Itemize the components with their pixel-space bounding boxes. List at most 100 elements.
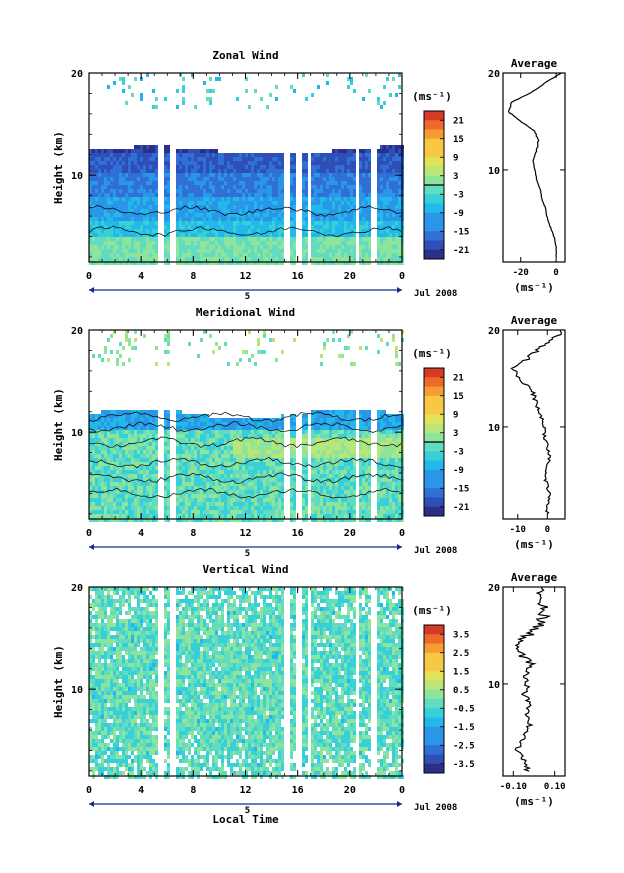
x-tick-label: 4: [138, 785, 144, 796]
contour-line: [89, 436, 402, 449]
average-y-tick-label: 10: [488, 166, 500, 177]
date-axis-arrow: [397, 544, 402, 550]
colorbar-unit-label: (ms⁻¹): [412, 604, 452, 617]
colorbar-segment: [424, 405, 444, 415]
colorbar-segment: [424, 194, 444, 204]
colorbar-segment: [424, 148, 444, 158]
colorbar-segment: [424, 129, 444, 140]
colorbar-unit-label: (ms⁻¹): [412, 347, 452, 360]
colorbar-tick-label: 3: [453, 172, 458, 182]
average-y-tick-label: 20: [488, 69, 500, 80]
colorbar-frame: [423, 624, 445, 774]
colorbar-segment: [424, 203, 444, 214]
average-x-tick-label: 0: [553, 268, 558, 278]
contour-line: [88, 205, 402, 217]
average-title: Average: [511, 57, 558, 70]
colorbar-segment: [424, 736, 444, 746]
colorbar-segment: [424, 395, 444, 406]
colorbar-segment: [424, 488, 444, 498]
average-profile-line: [507, 72, 562, 258]
colorbar-segment: [424, 479, 444, 489]
colorbar-segment: [424, 699, 444, 709]
colorbar-tick-label: 9: [453, 410, 458, 420]
colorbar-tick-label: 2.5: [453, 649, 469, 659]
colorbar-segment: [424, 469, 444, 480]
colorbar-segment: [424, 689, 444, 700]
average-frame: [502, 329, 566, 520]
average-profile-panel: Average -20 0 10 20 (ms⁻¹): [488, 57, 566, 294]
average-profile-panel: Average -0.10 0.10 10 20 (ms⁻¹): [488, 571, 566, 808]
colorbar-segment: [424, 671, 444, 681]
colorbar-segment: [424, 754, 444, 765]
average-profile-line: [514, 586, 552, 772]
average-unit-label: (ms⁻¹): [514, 281, 554, 294]
day-label: 5: [245, 292, 250, 302]
colorbar-segment: [424, 432, 444, 443]
colorbar-segment: [424, 414, 444, 424]
colorbar-tick-label: 21: [453, 116, 464, 126]
colorbar-segment: [424, 625, 444, 635]
colorbar-segment: [424, 185, 444, 195]
average-y-tick-label: 10: [488, 680, 500, 691]
average-x-tick-label: 0: [545, 525, 550, 535]
average-x-tick-label: 0.10: [544, 782, 566, 792]
colorbar-tick-label: -0.5: [453, 704, 475, 714]
colorbar-segment: [424, 138, 444, 149]
y-axis-label: Height (km): [52, 388, 65, 461]
average-unit-label: (ms⁻¹): [514, 795, 554, 808]
colorbar-segment: [424, 442, 444, 452]
colorbar-unit-label: (ms⁻¹): [412, 90, 452, 103]
colorbar-tick-label: 15: [453, 135, 464, 145]
colorbar-tick-label: -1.5: [453, 723, 475, 733]
colorbar-segment: [424, 634, 444, 644]
average-profile-line: [510, 329, 563, 515]
colorbar-tick-label: 0.5: [453, 686, 469, 696]
x-tick-label: 8: [190, 271, 196, 282]
panel-1: Zonal Wind 0 4 8 12 16 20 0 10 20 Height (km) 5 Jul …: [52, 49, 566, 302]
colorbar-segment: [424, 249, 444, 260]
panel-3: Vertical Wind 0 4 8 12 16 20 0 10 20 Height (km) 5 J…: [52, 563, 566, 816]
colorbar-segment: [424, 423, 444, 434]
average-unit-label: (ms⁻¹): [514, 538, 554, 551]
colorbar-tick-label: -21: [453, 503, 469, 513]
x-tick-label: 8: [190, 785, 196, 796]
heatmap-cells: [89, 587, 404, 779]
month-label: Jul 2008: [414, 803, 457, 813]
colorbar-segment: [424, 377, 444, 387]
x-tick-label: 12: [239, 528, 251, 539]
colorbar-segment: [424, 166, 444, 177]
x-tick-label: 0: [86, 785, 92, 796]
colorbar-tick-label: 1.5: [453, 667, 469, 677]
colorbar-segment: [424, 497, 444, 508]
colorbar-tick-label: -2.5: [453, 741, 475, 751]
y-tick-label: 10: [71, 685, 83, 696]
average-y-tick-label: 20: [488, 326, 500, 337]
x-tick-label: 12: [239, 785, 251, 796]
colorbar-segment: [424, 506, 444, 517]
colorbar-tick-label: -9: [453, 209, 464, 219]
y-tick-label: 10: [71, 428, 83, 439]
colorbar-tick-label: -21: [453, 246, 469, 256]
x-tick-label: 8: [190, 528, 196, 539]
average-x-tick-label: -0.10: [500, 782, 527, 792]
average-frame: [502, 72, 566, 263]
contour-line: [88, 472, 402, 484]
colorbar-segment: [424, 717, 444, 728]
contour-line: [88, 225, 402, 238]
colorbar-segment: [424, 231, 444, 241]
contour-line: [88, 487, 402, 499]
x-tick-label: 0: [399, 271, 405, 282]
average-title: Average: [511, 571, 558, 584]
colorbar-segment: [424, 386, 444, 397]
colorbar-segment: [424, 157, 444, 167]
date-axis-arrow: [89, 287, 94, 293]
colorbar-tick-label: 3: [453, 429, 458, 439]
chart-title: Vertical Wind: [202, 563, 288, 576]
colorbar-tick-label: -3.5: [453, 760, 475, 770]
y-tick-label: 10: [71, 171, 83, 182]
colorbar-segment: [424, 368, 444, 378]
x-tick-label: 12: [239, 271, 251, 282]
date-axis-arrow: [397, 287, 402, 293]
average-y-tick-label: 10: [488, 423, 500, 434]
